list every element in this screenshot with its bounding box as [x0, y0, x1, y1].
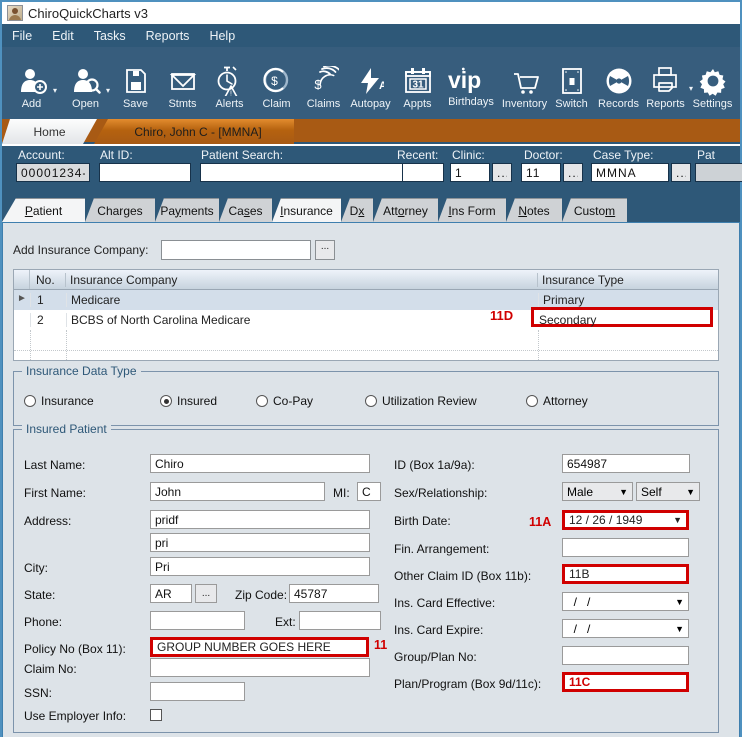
- svg-text:31: 31: [412, 80, 424, 91]
- svg-text:!: !: [230, 91, 232, 97]
- svg-text:vip: vip: [448, 67, 481, 93]
- svg-text:A: A: [379, 80, 384, 92]
- svg-text:$: $: [271, 74, 278, 88]
